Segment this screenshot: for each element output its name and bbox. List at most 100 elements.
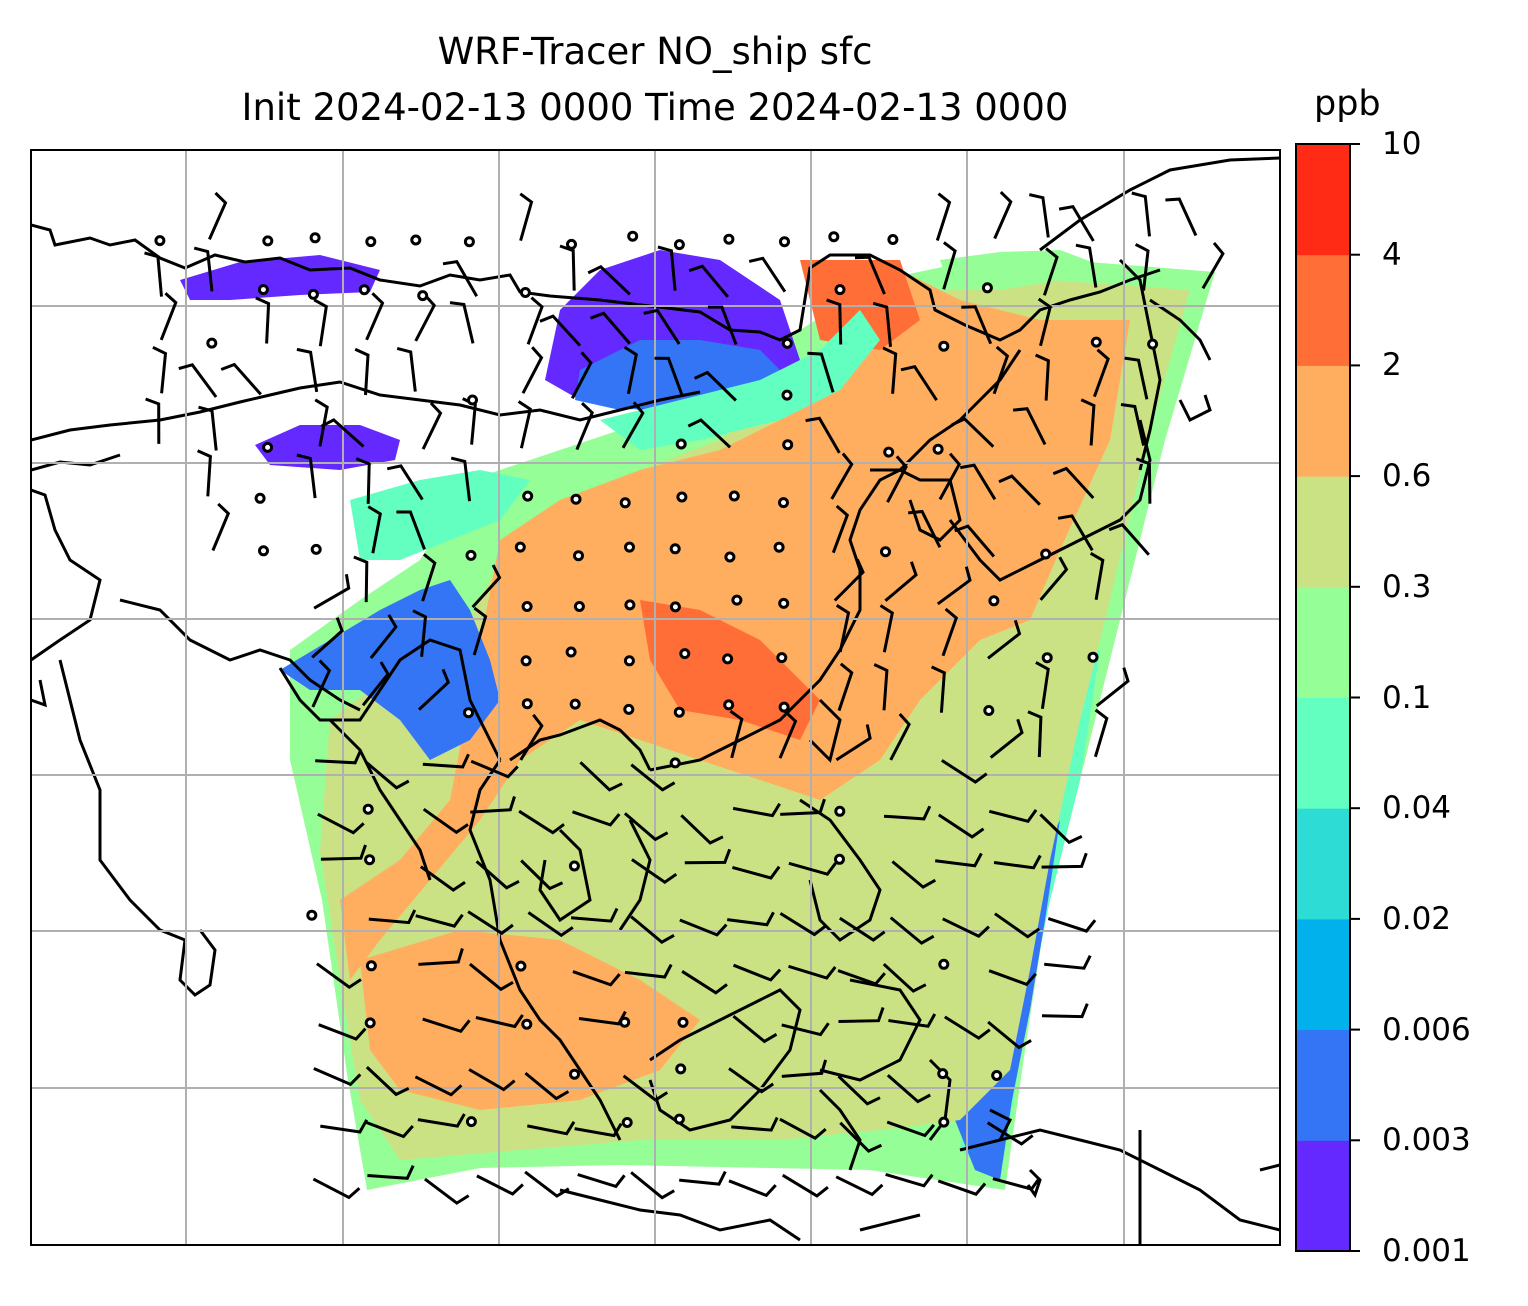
calm-marker [773,541,785,553]
wind-barb [631,858,678,885]
wind-barb [1034,353,1050,401]
wind-barb [572,810,621,827]
wind-barb [527,911,574,938]
wind-barb [396,346,417,392]
wind-barb [1047,917,1097,933]
calm-marker [781,337,793,349]
wind-barb [1035,661,1050,710]
calm-marker [677,1016,689,1028]
wind-barb [988,969,1037,987]
calm-marker [463,707,474,719]
wind-barb [1134,243,1150,291]
wind-barb [311,617,344,659]
colorbar-ticks [1350,143,1360,1252]
wind-barb [1095,667,1130,708]
colorbar-band [1296,1140,1350,1252]
wind-barb [521,346,544,394]
wind-barb [838,916,886,942]
colorbar-band [1296,476,1350,588]
wind-barb [578,1010,627,1026]
wind-barb [412,609,428,657]
wind-barb [145,397,161,444]
calm-marker [624,599,636,611]
wind-barb [886,1074,931,1104]
wind-barb [872,301,892,347]
wind-barb [942,917,990,938]
calm-marker [463,236,475,248]
wind-barb [936,566,972,606]
wind-barb [992,345,1010,395]
wind-barb [470,796,516,814]
map-frame [30,149,1281,1246]
calm-marker [621,1117,633,1128]
wind-barb [518,809,565,835]
wind-barb [805,416,841,454]
wind-barb [577,1173,626,1189]
calm-marker [724,551,736,563]
calm-marker [880,546,891,558]
calm-marker [623,655,635,667]
calm-marker [991,1070,1003,1081]
wind-barb [296,347,319,393]
wind-barb [873,663,889,711]
chart-title-line2: Init 2024-02-13 0000 Time 2024-02-13 000… [241,86,1069,129]
wind-barb [886,455,908,503]
colorbar-band [1296,808,1350,920]
field-band-4 [640,600,820,740]
wind-barb [732,963,782,982]
calm-markers [154,230,1159,1128]
colorbar-unit-label: ppb [1314,84,1381,124]
wind-barb [144,251,163,297]
wind-barb [422,1017,471,1034]
calm-marker [624,541,635,553]
wind-barb [318,1023,367,1041]
wind-barb [421,553,437,602]
wind-barb [364,760,410,790]
wind-barb [993,854,1042,870]
wind-barb [575,402,594,451]
wind-barb [417,1113,466,1128]
colorbar-tick-label: 0.6 [1382,458,1432,495]
wind-barb [1124,356,1149,400]
wind-barb [208,191,228,241]
calm-marker [938,1116,950,1128]
colorbar-tick-label: 0.04 [1382,790,1452,827]
wind-barb [313,298,328,347]
wind-barb [524,1170,570,1198]
wind-barb [961,305,993,345]
wind-barb [622,1074,669,1102]
colorbar-tick-label: 4 [1382,236,1402,273]
wind-barb [1052,466,1095,500]
calm-marker [723,699,735,711]
wind-barb [367,505,382,554]
wind-barb [826,298,843,345]
calm-marker [676,491,688,503]
wind-barb [779,1117,827,1141]
wind-barb [833,558,865,602]
wind-barb [159,292,178,341]
wind-barb [559,244,576,291]
wind-barb [621,401,645,449]
wind-barb [781,1059,828,1078]
calm-marker [309,232,321,244]
wind-barb [630,915,675,945]
colorbar-tick-label: 0.02 [1382,900,1452,937]
wind-barb [468,962,514,992]
wind-barb [365,1066,410,1097]
wind-barb [442,259,479,298]
wind-barb [1042,247,1059,296]
wind-barb [954,524,996,558]
calm-marker [981,282,993,294]
wind-barb [882,962,927,993]
wind-barb [778,710,798,759]
wind-barb [937,813,985,839]
wind-barb [198,405,218,451]
wind-barb [707,305,738,346]
wind-barb [422,807,469,835]
wind-barb [941,607,959,657]
wind-barb [414,1075,463,1097]
calm-marker [673,1113,685,1125]
calm-marker [778,597,790,609]
wind-barb [854,255,886,295]
calm-marker [410,234,422,246]
